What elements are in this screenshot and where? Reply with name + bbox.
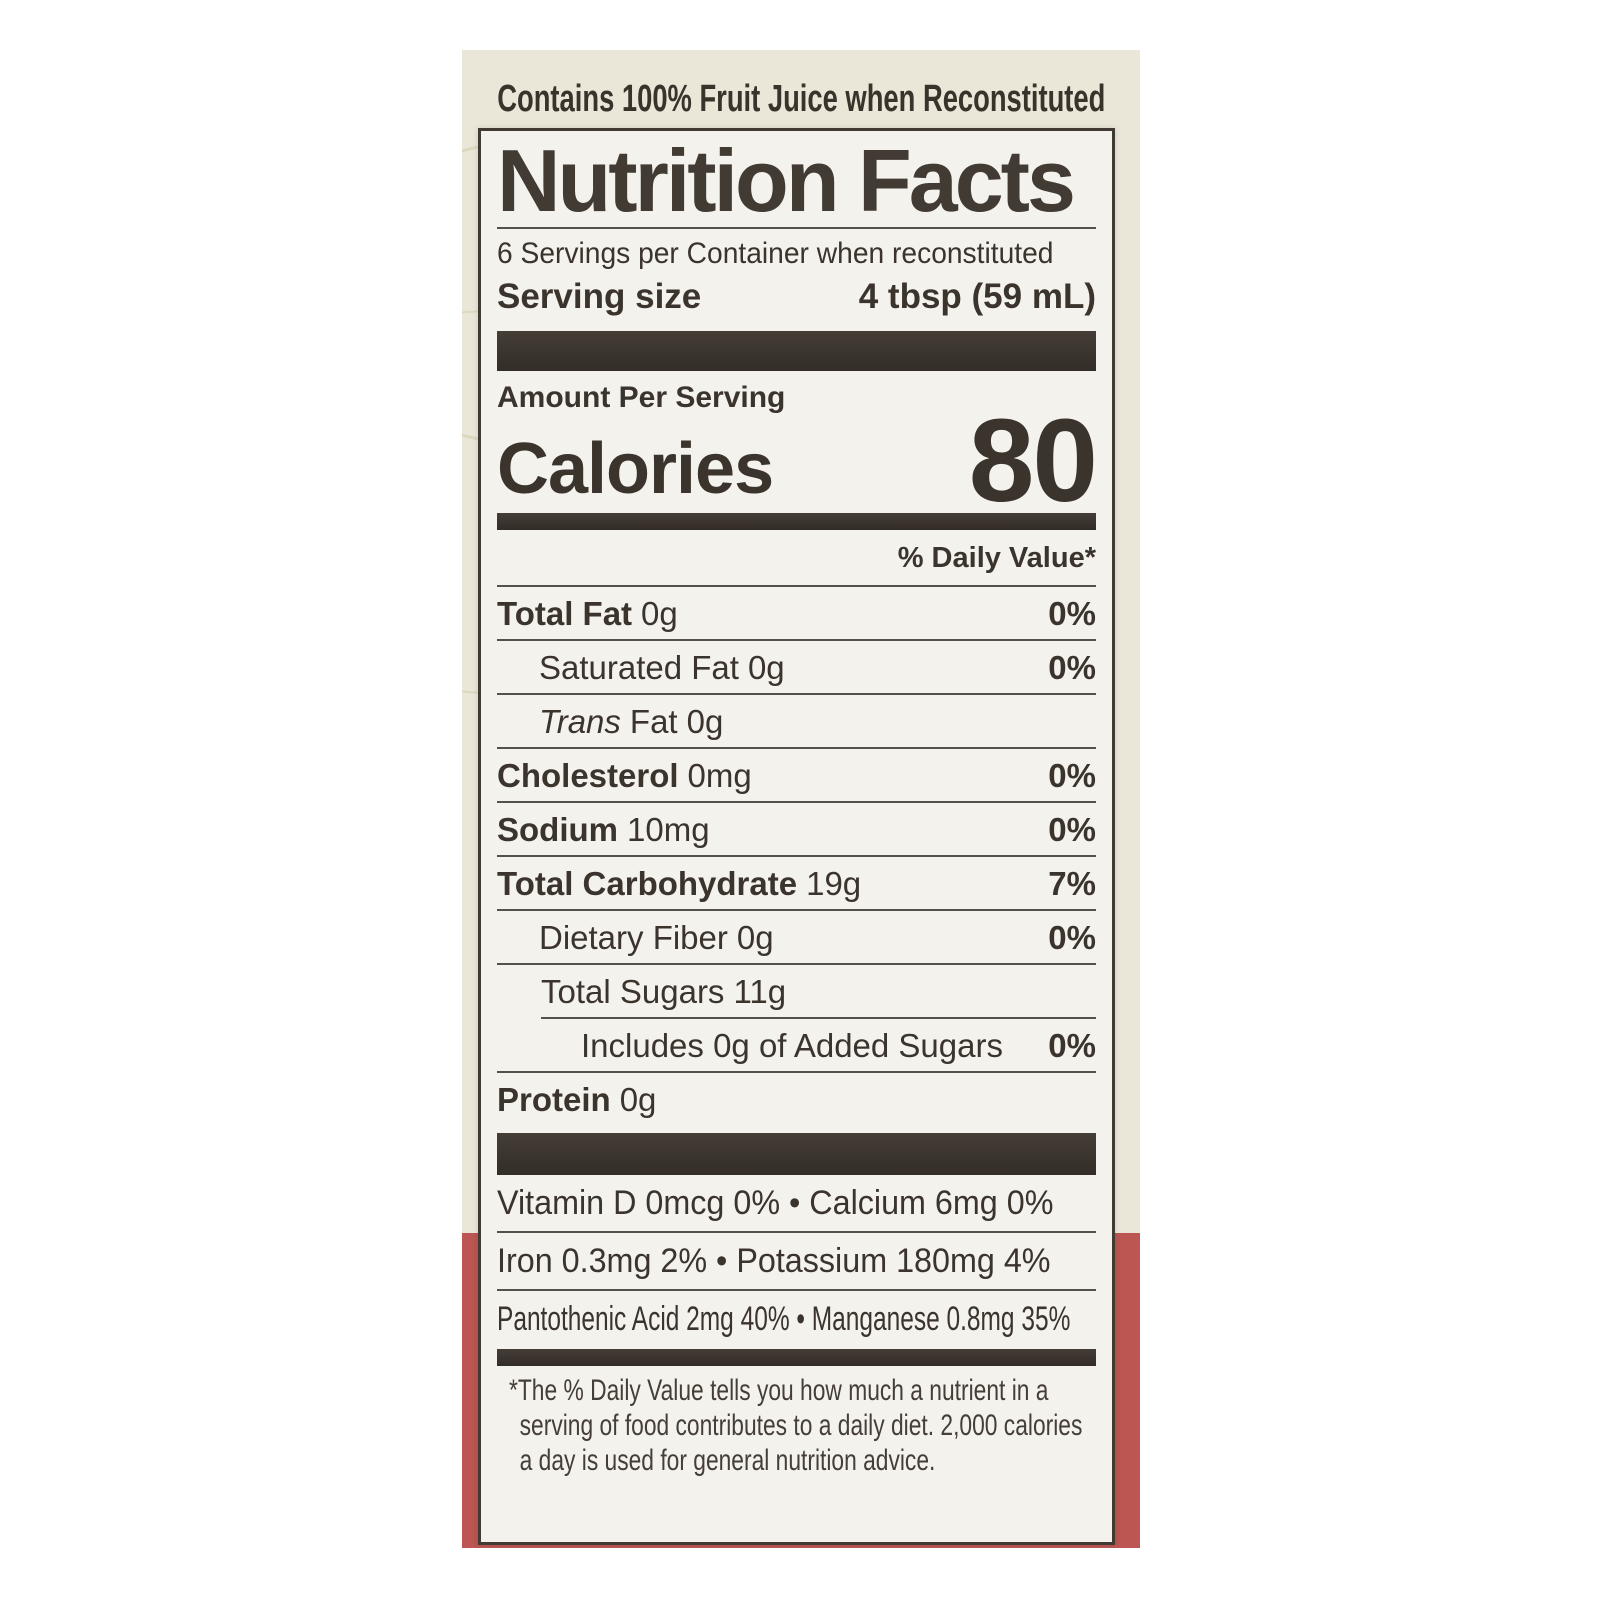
micronutrient-line-1: Vitamin D 0mcg 0% • Calcium 6mg 0%: [497, 1175, 1096, 1234]
amount-per-serving-label: Amount Per Serving: [497, 381, 786, 415]
nutrient-row-added-sugars: Includes 0g of Added Sugars 0%: [497, 1019, 1096, 1074]
medium-separator-bar: [497, 1349, 1096, 1367]
nutrient-row-total-fat: Total Fat 0g 0%: [497, 587, 1096, 642]
juice-claim-text: Contains 100% Fruit Juice when Reconstit…: [496, 78, 1106, 120]
nutrient-row-protein: Protein 0g: [497, 1081, 657, 1119]
daily-value: 0%: [1048, 649, 1096, 687]
thick-separator-bar: [497, 1133, 1096, 1176]
nutrient-row-sodium: Sodium 10mg 0%: [497, 803, 1096, 858]
daily-value: 0%: [1048, 1027, 1096, 1065]
calories-value: 80: [968, 395, 1098, 528]
serving-size-label: Serving size: [497, 277, 702, 317]
nutrient-row-trans-fat: Trans Fat 0g: [497, 695, 1096, 750]
nutrient-row-dietary-fiber: Dietary Fiber 0g 0%: [497, 911, 1096, 966]
serving-size-row: Serving size 4 tbsp (59 mL): [497, 271, 1096, 331]
daily-value: 0%: [1048, 811, 1096, 849]
nutrient-row-cholesterol: Cholesterol 0mg 0%: [497, 749, 1096, 804]
nutrition-facts-title: Nutrition Facts: [497, 131, 1076, 230]
calories-label: Calories: [497, 428, 774, 509]
daily-value: 0%: [1048, 595, 1096, 633]
daily-value: 7%: [1048, 865, 1096, 903]
serving-size-value: 4 tbsp (59 mL): [858, 277, 1096, 317]
servings-per-container: 6 Servings per Container when reconstitu…: [497, 237, 1054, 271]
daily-value: 0%: [1048, 919, 1096, 957]
juice-claim-banner: Contains 100% Fruit Juice when Reconstit…: [462, 78, 1140, 121]
daily-value-header: % Daily Value*: [497, 530, 1096, 588]
nutrient-row-saturated-fat: Saturated Fat 0g 0%: [497, 641, 1096, 696]
nutrient-row-total-sugars: Total Sugars 11g: [541, 965, 1096, 1020]
title-divider: [497, 227, 1096, 230]
thick-separator-bar: [497, 331, 1096, 372]
package-label-photo: Contains 100% Fruit Juice when Reconstit…: [462, 50, 1140, 1548]
calories-row: Calories 80: [497, 395, 1098, 528]
daily-value: 0%: [1048, 757, 1096, 795]
nutrient-row-total-carbohydrate: Total Carbohydrate 19g 7%: [497, 857, 1096, 912]
medium-separator-bar: [497, 513, 1096, 531]
daily-value-footnote: *The % Daily Value tells you how much a …: [509, 1374, 1083, 1478]
micronutrient-line-3: Pantothenic Acid 2mg 40% • Manganese 0.8…: [497, 1300, 1071, 1339]
micronutrient-line-2: Iron 0.3mg 2% • Potassium 180mg 4%: [497, 1233, 1096, 1292]
nutrition-facts-panel: Nutrition Facts 6 Servings per Container…: [478, 128, 1115, 1545]
